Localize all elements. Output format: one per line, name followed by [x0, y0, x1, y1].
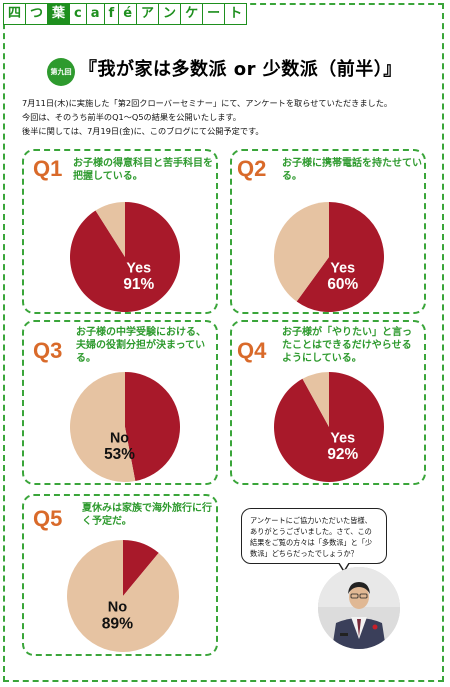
intro-text: 7月11日(木)に実施した「第2回クローバーセミナー」にて、アンケートを取らせて…: [22, 96, 432, 138]
presenter-illustration: [318, 567, 400, 649]
pie-answer-label: No: [110, 430, 129, 446]
question-line: 夫婦の役割分担が決まってい: [76, 340, 206, 351]
question-number: Q4: [237, 338, 267, 363]
pie-percent-label: 53%: [104, 446, 135, 463]
pie-percent-label: 92%: [327, 446, 358, 463]
bubble-line: 数派」どちらだったでしょうか？: [250, 549, 358, 558]
question-line: る。: [76, 353, 96, 364]
presenter-photo: [318, 567, 400, 649]
pie-slice-no: [302, 372, 329, 427]
intro-line: 今回は、そのうち前半のQ1～Q5の結果を公開いたします。: [22, 112, 241, 122]
question-line: く予定だ。: [82, 516, 132, 527]
pie-slice-no: [66, 540, 179, 652]
brand-char: つ: [25, 3, 49, 25]
pie-percent-label: 60%: [327, 276, 358, 293]
pie-slice-yes: [296, 202, 384, 312]
brand-char: ト: [224, 3, 248, 25]
pie-slice-yes: [123, 540, 159, 596]
pie-answer-label: Yes: [330, 260, 355, 276]
question-text: お子様に携帯電話を持たせてい る。: [282, 157, 422, 183]
question-number: Q5: [33, 506, 63, 531]
question-line: お子様が「やりたい」と言っ: [282, 327, 412, 338]
brand-char: a: [85, 3, 105, 25]
pie-answer-label: No: [108, 600, 128, 616]
pie-slice-no: [95, 202, 125, 257]
question-line: お子様に携帯電話を持たせてい: [282, 158, 422, 169]
bubble-line: ありがとうございました。さて、この: [250, 527, 372, 536]
brand-logo: 四 つ 葉 c a f é ア ン ケ ー ト: [3, 3, 248, 25]
question-text: お子様の得意科目と苦手科目を 把握している。: [73, 157, 213, 183]
episode-badge: 第九回: [47, 58, 75, 86]
pie-slice-no: [69, 372, 136, 482]
bubble-line: 結果をご覧の方々は「多数派」と「少: [250, 538, 373, 547]
brand-char: ケ: [180, 3, 204, 25]
bubble-line: アンケートにご協力いただいた皆様、: [250, 516, 372, 525]
bubble-tail-inner: [339, 562, 349, 570]
brand-char: ア: [136, 3, 160, 25]
brand-char: f: [103, 3, 120, 25]
question-number: Q3: [33, 338, 63, 363]
pie-slice-no: [274, 202, 329, 302]
page-title: 『我が家は多数派 or 少数派（前半）』: [79, 59, 402, 80]
question-number: Q1: [33, 156, 63, 181]
pie-slice-yes: [125, 372, 180, 482]
speech-bubble: アンケートにご協力いただいた皆様、 ありがとうございました。さて、この 結果をご…: [241, 508, 387, 564]
brand-char: ン: [158, 3, 182, 25]
question-line: お子様の中学受験における、: [76, 327, 206, 338]
pie-answer-label: Yes: [126, 260, 151, 276]
brand-char: c: [69, 3, 87, 25]
question-line: お子様の得意科目と苦手科目を: [73, 158, 213, 169]
question-text: お子様が「やりたい」と言っ たことはできるだけやらせる ようにしている。: [282, 326, 412, 365]
pie-percent-label: 89%: [102, 615, 133, 632]
pie-answer-label: Yes: [330, 430, 355, 446]
question-text: 夏休みは家族で海外旅行に行 く予定だ。: [82, 502, 212, 528]
brand-char: 四: [3, 3, 27, 25]
intro-line: 後半に関しては、7月19日(金)に、このブログにて公開予定です。: [22, 126, 264, 136]
brand-char: 葉: [47, 3, 71, 25]
question-line: 把握している。: [73, 171, 143, 182]
question-line: 夏休みは家族で海外旅行に行: [82, 503, 212, 514]
question-text: お子様の中学受験における、 夫婦の役割分担が決まってい る。: [76, 326, 206, 365]
brand-char: é: [118, 3, 138, 25]
question-number: Q2: [237, 156, 267, 181]
question-line: る。: [282, 171, 302, 182]
question-line: ようにしている。: [282, 353, 362, 364]
pie-percent-label: 91%: [123, 276, 154, 293]
brand-char: ー: [202, 3, 226, 25]
question-line: たことはできるだけやらせる: [282, 340, 412, 351]
intro-line: 7月11日(木)に実施した「第2回クローバーセミナー」にて、アンケートを取らせて…: [22, 98, 393, 108]
